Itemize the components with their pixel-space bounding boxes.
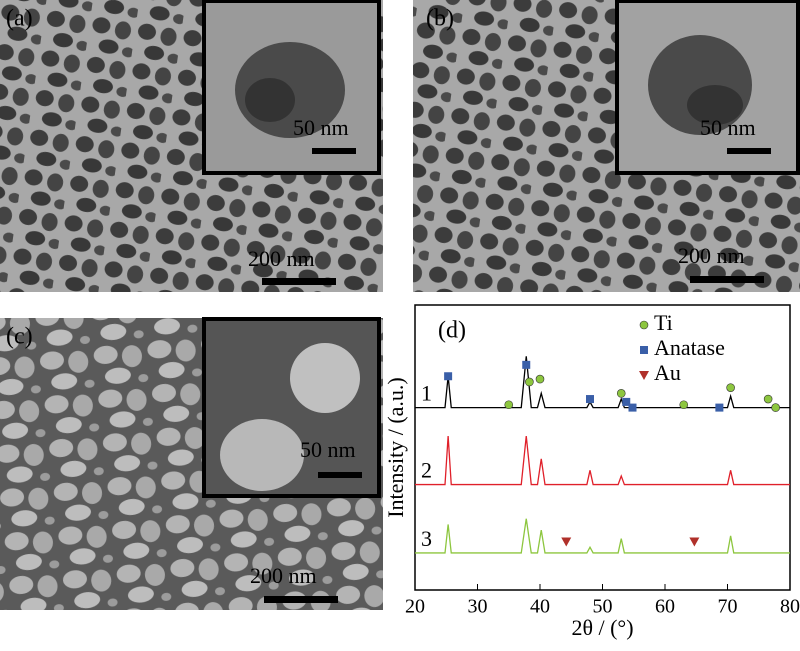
phase-marker: [535, 374, 545, 384]
phase-marker: [586, 395, 594, 404]
scale-label: 200 nm: [250, 563, 317, 588]
phase-marker: [444, 372, 453, 381]
xrd-trace: [415, 356, 790, 409]
x-tick-label: 70: [718, 596, 738, 618]
panel-label: (b): [426, 6, 454, 32]
phase-marker: [561, 537, 572, 547]
legend-marker: [639, 371, 649, 380]
phase-marker: [522, 360, 531, 369]
phase-marker: [525, 377, 534, 387]
legend-marker: [639, 320, 649, 330]
xrd-trace: [415, 518, 790, 554]
xrd-chart: 20 30 40 50 60 70 80 2θ / (°) Intensity / (a.u.)…: [383, 304, 800, 640]
legend-label: Au: [654, 360, 681, 385]
phase-marker: [763, 394, 773, 404]
phase-marker: [504, 400, 514, 410]
trace-label: 2: [421, 458, 432, 483]
panel-label: (c): [6, 324, 33, 350]
phase-marker: [771, 403, 780, 412]
x-tick-label: 80: [780, 596, 800, 618]
scale-label: 200 nm: [248, 246, 315, 271]
phase-marker: [622, 397, 631, 406]
sem-panel-a: (a) 50 nm 200 nm: [0, 0, 383, 292]
phase-marker: [616, 389, 626, 398]
panel-label: (a): [6, 6, 33, 32]
xrd-trace: [415, 436, 790, 486]
x-tick-label: 20: [405, 596, 425, 618]
x-tick-label: 50: [593, 596, 613, 618]
scale-label: 50 nm: [293, 115, 349, 140]
phase-marker: [679, 400, 689, 410]
legend-marker: [640, 346, 648, 354]
trace-label: 1: [421, 381, 432, 406]
scale-label: 200 nm: [678, 243, 745, 268]
x-tick-label: 30: [468, 596, 488, 618]
x-tick-label: 60: [655, 596, 675, 618]
legend-label: Anatase: [654, 335, 725, 360]
scale-label: 50 nm: [700, 115, 756, 140]
scale-label: 50 nm: [300, 437, 356, 462]
y-axis-label: Intensity / (a.u.): [383, 377, 408, 518]
trace-label: 3: [421, 526, 432, 551]
sem-panel-b: (b) 50 nm 200 nm: [413, 0, 800, 292]
phase-marker: [726, 383, 735, 392]
phase-marker: [628, 403, 637, 412]
sem-panel-c: (c) 50 nm 200 nm: [0, 317, 383, 610]
phase-marker: [715, 403, 724, 412]
legend-label: Ti: [654, 310, 673, 335]
x-axis-label: 2θ / (°): [571, 615, 633, 640]
plot-frame: [414, 304, 791, 591]
phase-marker: [689, 537, 700, 547]
x-tick-label: 40: [530, 596, 550, 618]
panel-label: (d): [438, 318, 466, 344]
